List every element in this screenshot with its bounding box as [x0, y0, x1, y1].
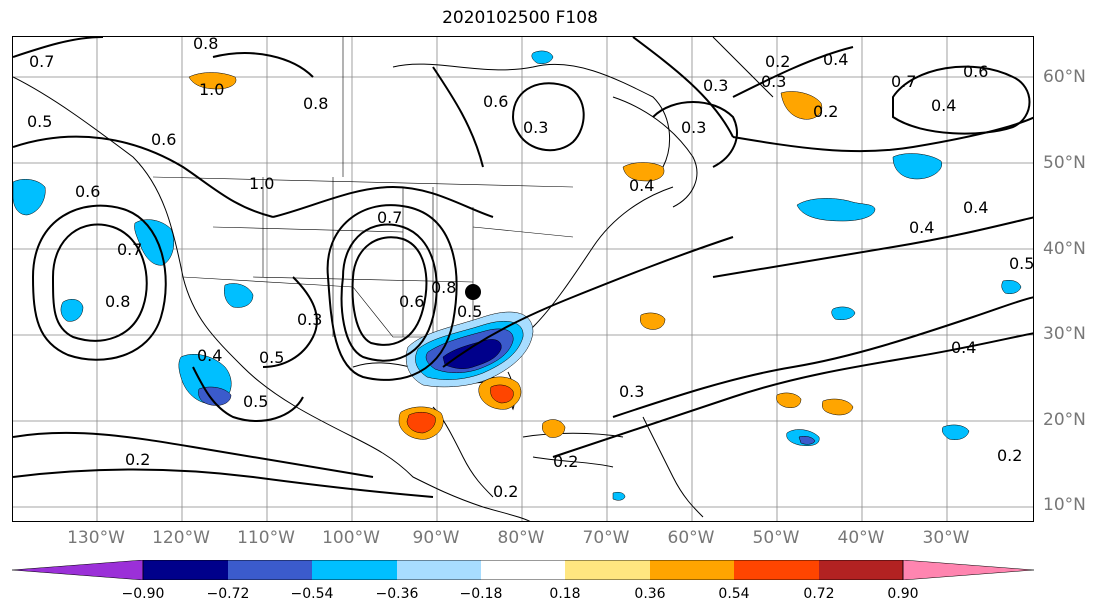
colorbar-tick: −0.18	[459, 586, 503, 602]
contour-label: 0.4	[909, 218, 934, 237]
lon-label: 80°W	[497, 528, 545, 548]
contour-label: 0.5	[457, 302, 482, 321]
contour-label: 0.6	[963, 62, 988, 81]
contour-label: 0.2	[553, 452, 578, 471]
lon-label: 30°W	[922, 528, 970, 548]
lon-label: 50°W	[752, 528, 800, 548]
colorbar-frame	[142, 560, 904, 580]
lat-label: 50°N	[1043, 153, 1086, 173]
colorbar-tick: −0.72	[206, 586, 250, 602]
contour-label: 0.3	[619, 382, 644, 401]
lat-label: 10°N	[1043, 495, 1086, 515]
colorbar-segment	[565, 560, 650, 580]
contour-label: 0.5	[243, 392, 268, 411]
contour-label: 0.7	[377, 208, 402, 227]
contour-label: 0.8	[105, 292, 130, 311]
lat-label: 20°N	[1043, 410, 1086, 430]
colorbar-tick: −0.36	[375, 586, 419, 602]
contour-label: 0.3	[523, 118, 548, 137]
contour-label: 0.4	[823, 50, 848, 69]
colorbar-tick: 0.36	[634, 586, 666, 602]
anomaly-patches	[13, 50, 1022, 501]
contour-label: 0.3	[297, 310, 322, 329]
contour-label: 0.8	[193, 37, 218, 53]
map-canvas: 0.8 0.7 0.5 1.0 0.6 0.8 0.6 0.7 0.8 0.4 …	[13, 37, 1034, 521]
lon-label: 90°W	[412, 528, 460, 548]
colorbar-segment	[397, 560, 481, 580]
lat-label: 60°N	[1043, 67, 1086, 87]
colorbar-tick: −0.54	[290, 586, 334, 602]
contour-label: 0.6	[75, 182, 100, 201]
contour-label: 0.4	[951, 338, 976, 357]
colorbar-segment	[902, 560, 1034, 580]
contour-label: 0.5	[259, 348, 284, 367]
map-title: 2020102500 F108	[442, 8, 598, 28]
map-panel: 0.8 0.7 0.5 1.0 0.6 0.8 0.6 0.7 0.8 0.4 …	[12, 36, 1034, 522]
contour-label: 0.4	[197, 346, 222, 365]
contour-label: 0.3	[681, 118, 706, 137]
contour-label: 0.7	[891, 72, 916, 91]
colorbar-segment	[12, 560, 144, 580]
contour-label-group: 0.8 0.7 0.5 1.0 0.6 0.8 0.6 0.7 0.8 0.4 …	[27, 37, 1034, 501]
contour-label: 0.5	[27, 112, 52, 131]
contour-label: 0.7	[117, 240, 142, 259]
graticule	[13, 37, 1033, 521]
lon-label: 40°W	[837, 528, 885, 548]
contour-label: 0.8	[303, 94, 328, 113]
lon-label: 110°W	[237, 528, 295, 548]
contour-label: 0.5	[1009, 254, 1034, 273]
contour-label: 0.6	[399, 292, 424, 311]
colorbar-segment	[143, 560, 228, 580]
contour-label: 0.8	[431, 278, 456, 297]
location-marker	[465, 284, 481, 300]
contour-label: 1.0	[249, 174, 274, 193]
contour-label: 0.2	[765, 52, 790, 71]
colorbar-segment	[481, 560, 565, 580]
contour-label: 0.2	[493, 482, 518, 501]
lon-label: 60°W	[667, 528, 715, 548]
lat-label: 40°N	[1043, 239, 1086, 259]
lon-label: 70°W	[582, 528, 630, 548]
contour-lines	[13, 37, 1033, 498]
contour-label: 0.3	[761, 72, 786, 91]
contour-label: 0.2	[813, 102, 838, 121]
contour-label: 0.6	[483, 92, 508, 111]
contour-label: 0.2	[997, 446, 1022, 465]
contour-label: 0.7	[29, 52, 54, 71]
colorbar-segment	[734, 560, 819, 580]
contour-label: 0.2	[125, 450, 150, 469]
colorbar-segment	[819, 560, 903, 580]
colorbar-tick: −0.90	[121, 586, 165, 602]
contour-label: 0.4	[931, 96, 956, 115]
lat-label: 30°N	[1043, 324, 1086, 344]
colorbar-tick: 0.54	[718, 586, 750, 602]
contour-label: 1.0	[199, 80, 224, 99]
contour-label: 0.6	[151, 130, 176, 149]
colorbar-segment	[650, 560, 734, 580]
colorbar-tick: 0.90	[887, 586, 919, 602]
lon-label: 120°W	[152, 528, 210, 548]
colorbar-segment	[312, 560, 397, 580]
colorbar-tick: 0.18	[549, 586, 581, 602]
contour-label: 0.3	[703, 76, 728, 95]
colorbar-segment	[228, 560, 312, 580]
contour-label: 0.4	[963, 198, 988, 217]
colorbar-tick: 0.72	[803, 586, 835, 602]
contour-label: 0.4	[629, 176, 654, 195]
lon-label: 100°W	[322, 528, 380, 548]
borders	[152, 37, 574, 367]
colorbar	[12, 560, 1034, 580]
lon-label: 130°W	[67, 528, 125, 548]
